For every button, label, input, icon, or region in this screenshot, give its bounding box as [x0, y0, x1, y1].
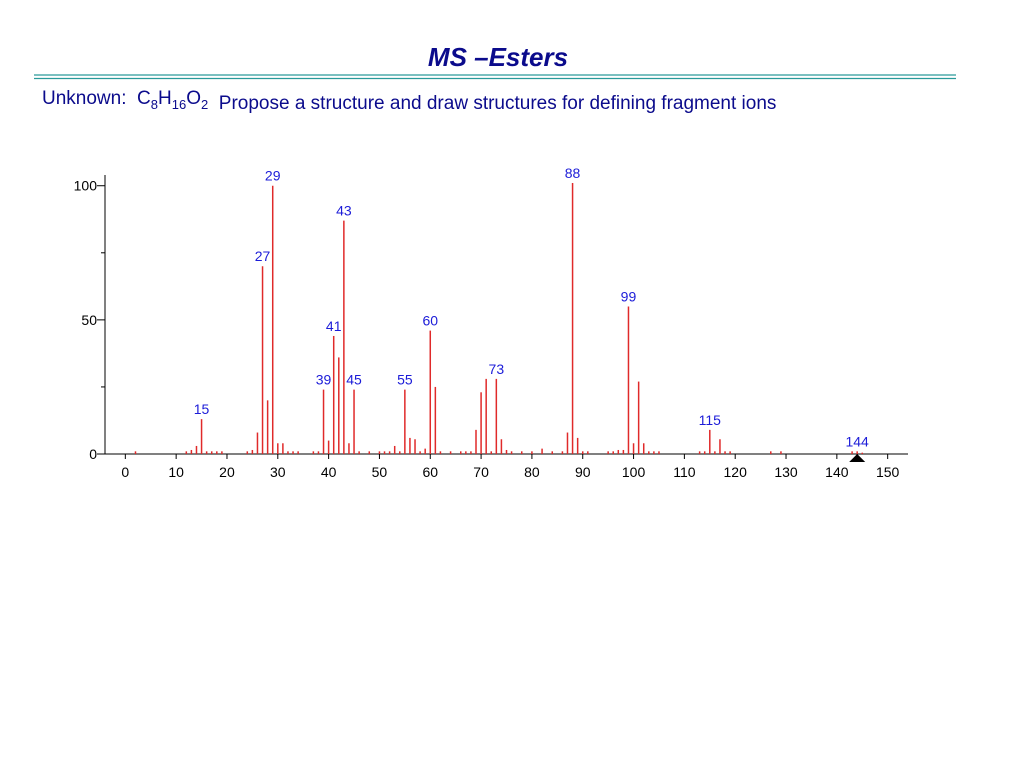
peak-label: 39	[316, 372, 332, 388]
peak-label: 55	[397, 372, 413, 388]
peak-label: 60	[422, 313, 438, 329]
formula-element: C	[137, 88, 151, 109]
x-tick-label: 20	[219, 464, 235, 480]
peak-label: 99	[621, 288, 637, 304]
formula-element: O	[186, 88, 201, 109]
x-tick-label: 120	[724, 464, 748, 480]
prompt-rest: Propose a structure and draw structures …	[208, 93, 776, 114]
peak-label: 115	[699, 412, 722, 428]
x-tick-label: 50	[372, 464, 388, 480]
prompt: Unknown: C8H16O2 Propose a structure and…	[42, 88, 776, 114]
peak-label: 43	[336, 203, 352, 219]
peak-label: 29	[265, 168, 281, 184]
x-tick-label: 140	[825, 464, 849, 480]
x-tick-label: 30	[270, 464, 286, 480]
peak-label: 45	[346, 372, 362, 388]
x-tick-label: 60	[422, 464, 438, 480]
formula-count: 2	[201, 97, 208, 112]
x-tick-label: 80	[524, 464, 540, 480]
x-tick-label: 90	[575, 464, 591, 480]
x-tick-label: 150	[876, 464, 900, 480]
formula-count: 16	[172, 97, 186, 112]
peak-label: 15	[194, 401, 210, 417]
x-tick-label: 70	[473, 464, 489, 480]
peak-label: 27	[255, 248, 271, 264]
y-tick-label: 0	[89, 446, 97, 462]
x-tick-label: 10	[168, 464, 184, 480]
y-tick-label: 100	[74, 178, 98, 194]
marker	[849, 454, 866, 462]
peak-label: 88	[565, 165, 581, 181]
x-tick-label: 130	[774, 464, 798, 480]
peak-label: 41	[326, 318, 342, 334]
x-tick-label: 40	[321, 464, 337, 480]
formula-element: H	[158, 88, 172, 109]
slide-title: MS –Esters	[428, 42, 568, 72]
x-tick-label: 110	[673, 464, 696, 480]
prompt-lead: Unknown:	[42, 88, 137, 109]
x-tick-label: 100	[622, 464, 646, 480]
x-tick-label: 0	[121, 464, 129, 480]
peak-label: 73	[489, 361, 505, 377]
peak-label: 144	[845, 433, 869, 449]
formula-count: 8	[151, 97, 158, 112]
y-tick-label: 50	[81, 312, 97, 328]
